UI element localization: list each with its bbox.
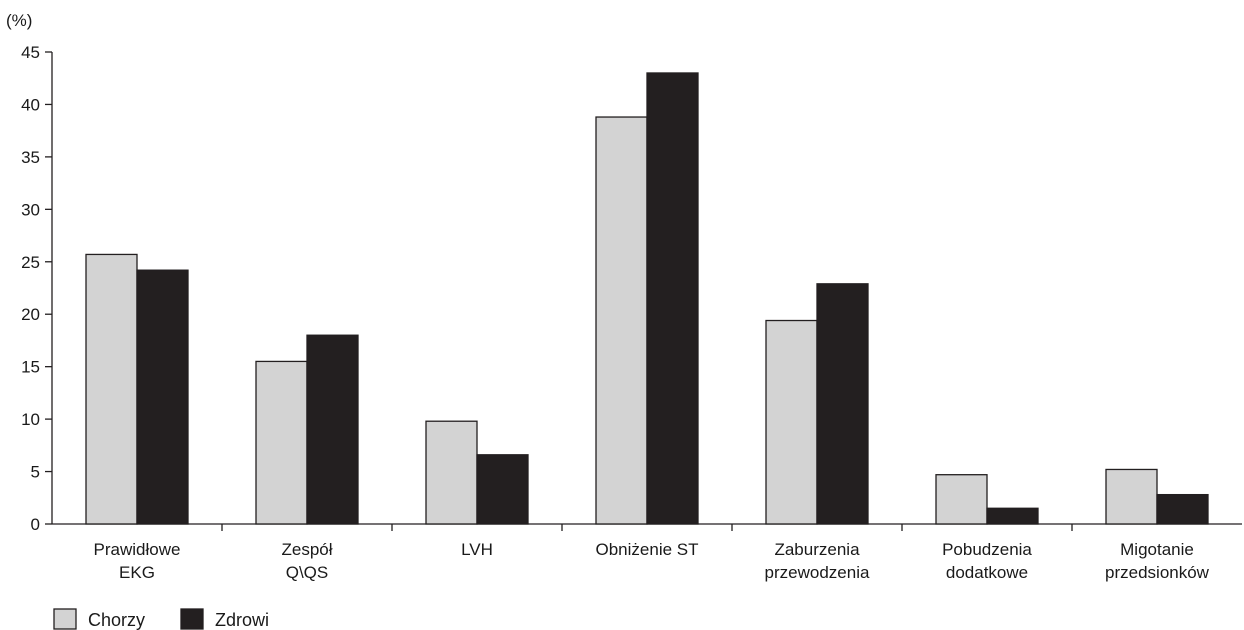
bar-chorzy — [765, 319, 818, 525]
y-tick-label: 45 — [21, 43, 40, 62]
y-tick-label: 15 — [21, 358, 40, 377]
legend-swatch-chorzy — [53, 608, 77, 630]
x-category-label: Migotanie — [1120, 540, 1194, 559]
x-category-label: Prawidłowe — [94, 540, 181, 559]
x-category-label: przewodzenia — [765, 563, 870, 582]
bar-zdrowi — [306, 334, 359, 525]
x-category-label: przedsionków — [1105, 563, 1210, 582]
bar-chorzy — [595, 116, 648, 525]
y-tick-label: 0 — [31, 515, 40, 534]
legend: Chorzy Zdrowi — [53, 608, 269, 630]
bar-chorzy — [85, 253, 138, 525]
bar-chorzy — [935, 474, 988, 525]
bar-zdrowi — [1156, 493, 1209, 525]
x-category-label: Q\QS — [286, 563, 329, 582]
y-axis-unit-label: (%) — [6, 11, 32, 30]
bar-zdrowi — [816, 283, 869, 525]
legend-label-chorzy: Chorzy — [88, 610, 145, 630]
legend-label-zdrowi: Zdrowi — [215, 610, 269, 630]
y-tick-label: 10 — [21, 410, 40, 429]
bar-zdrowi — [986, 507, 1039, 525]
labels: 0 5 10 15 20 25 30 35 40 45 (%) Prawidłowe EKG Zespół… — [6, 11, 1210, 582]
y-tick-label: 35 — [21, 148, 40, 167]
x-category-label: Pobudzenia — [942, 540, 1032, 559]
x-category-label: Zaburzenia — [774, 540, 860, 559]
x-category-label: LVH — [461, 540, 493, 559]
bars — [85, 72, 1209, 525]
bar-zdrowi — [476, 454, 529, 525]
x-category-label: Obniżenie ST — [596, 540, 699, 559]
y-tick-label: 30 — [21, 200, 40, 219]
bar-chorzy — [425, 420, 478, 525]
bar-zdrowi — [646, 72, 699, 525]
x-category-label: dodatkowe — [946, 563, 1028, 582]
x-category-label: EKG — [119, 563, 155, 582]
legend-swatch-zdrowi — [180, 608, 204, 630]
y-tick-label: 20 — [21, 305, 40, 324]
bar-chorzy — [1105, 468, 1158, 525]
bar-zdrowi — [136, 269, 189, 525]
bar-chorzy — [255, 360, 308, 525]
y-tick-label: 40 — [21, 95, 40, 114]
x-category-label: Zespół — [281, 540, 332, 559]
y-tick-label: 5 — [31, 463, 40, 482]
y-tick-label: 25 — [21, 253, 40, 272]
